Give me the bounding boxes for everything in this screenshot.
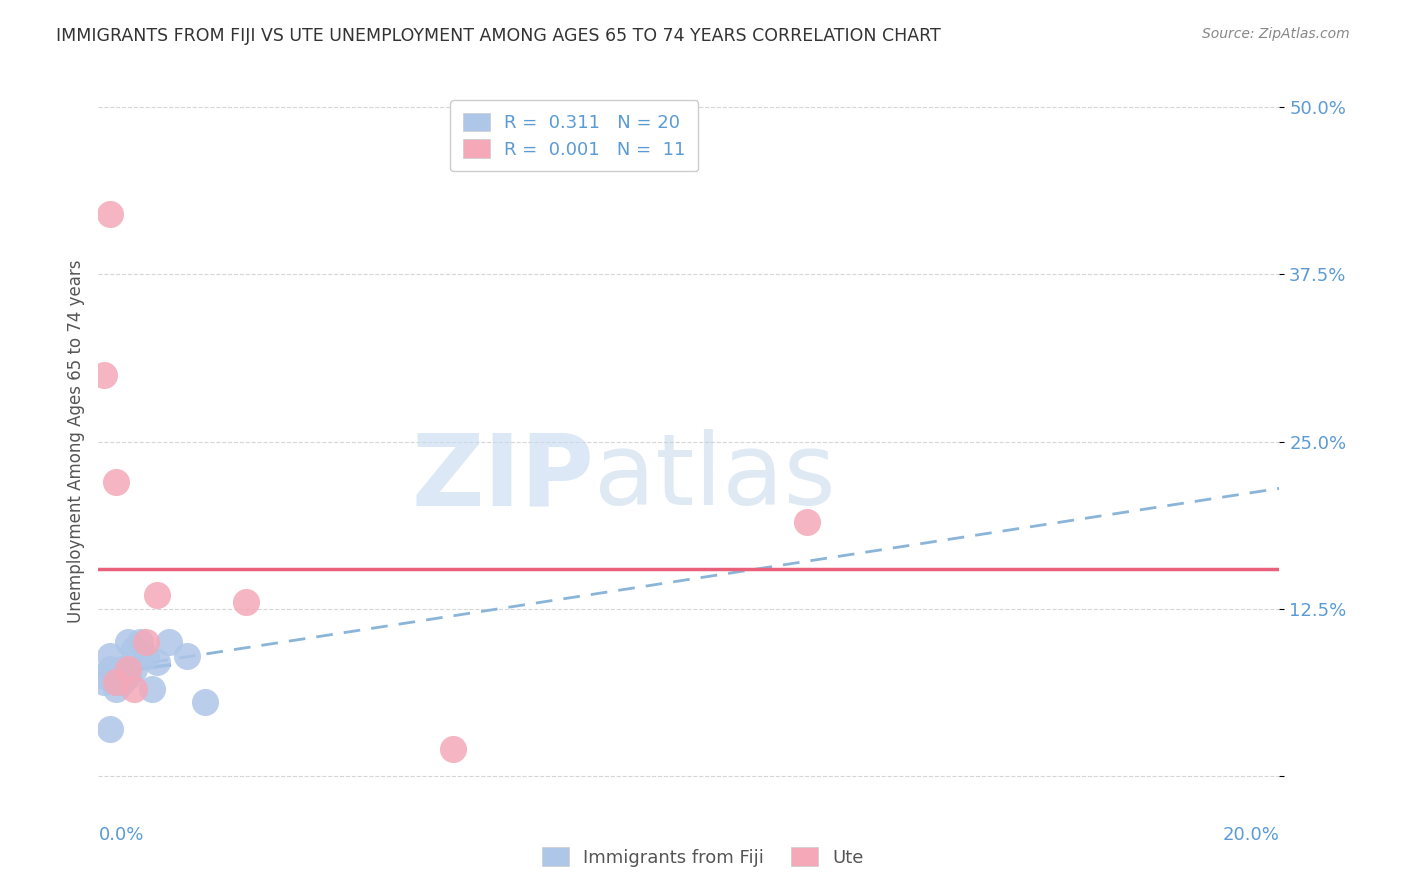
- Point: [111, 675, 134, 690]
- Point: [105, 681, 128, 696]
- Legend: Immigrants from Fiji, Ute: Immigrants from Fiji, Ute: [534, 840, 872, 874]
- Point: [98, 207, 121, 221]
- Point: [441, 742, 464, 756]
- Point: [128, 635, 150, 649]
- Text: Source: ZipAtlas.com: Source: ZipAtlas.com: [1202, 27, 1350, 41]
- Point: [93, 368, 115, 382]
- Text: 20.0%: 20.0%: [1223, 826, 1279, 844]
- Point: [122, 681, 145, 696]
- Point: [146, 589, 169, 603]
- Text: atlas: atlas: [595, 429, 837, 526]
- Text: 0.0%: 0.0%: [98, 826, 143, 844]
- Point: [93, 675, 115, 690]
- Point: [105, 675, 128, 690]
- Point: [98, 723, 121, 737]
- Point: [98, 662, 121, 676]
- Point: [122, 662, 145, 676]
- Point: [93, 669, 115, 683]
- Point: [111, 662, 134, 676]
- Point: [135, 635, 157, 649]
- Point: [135, 648, 157, 663]
- Point: [796, 515, 818, 529]
- Legend: R =  0.311   N = 20, R =  0.001   N =  11: R = 0.311 N = 20, R = 0.001 N = 11: [450, 100, 699, 171]
- Point: [105, 475, 128, 489]
- Y-axis label: Unemployment Among Ages 65 to 74 years: Unemployment Among Ages 65 to 74 years: [66, 260, 84, 624]
- Point: [141, 681, 163, 696]
- Point: [157, 635, 180, 649]
- Point: [117, 669, 139, 683]
- Text: ZIP: ZIP: [412, 429, 595, 526]
- Point: [146, 655, 169, 669]
- Point: [105, 675, 128, 690]
- Point: [176, 648, 198, 663]
- Point: [98, 648, 121, 663]
- Text: IMMIGRANTS FROM FIJI VS UTE UNEMPLOYMENT AMONG AGES 65 TO 74 YEARS CORRELATION C: IMMIGRANTS FROM FIJI VS UTE UNEMPLOYMENT…: [56, 27, 941, 45]
- Point: [117, 662, 139, 676]
- Point: [117, 635, 139, 649]
- Point: [235, 595, 257, 609]
- Point: [194, 696, 217, 710]
- Point: [122, 642, 145, 657]
